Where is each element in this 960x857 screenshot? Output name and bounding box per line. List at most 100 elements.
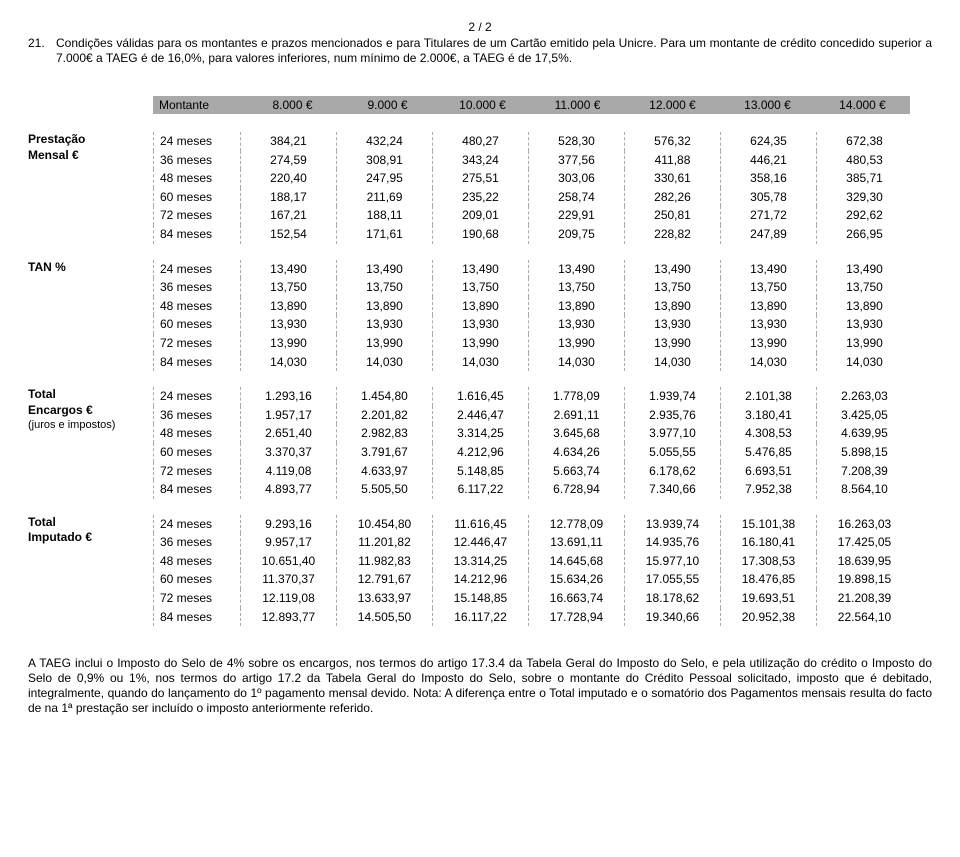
value-cell: 17.728,94 bbox=[528, 608, 624, 627]
table-row: 60 meses11.370,3712.791,6714.212,9615.63… bbox=[153, 570, 932, 589]
value-cell: 13,750 bbox=[624, 278, 720, 297]
value-cell: 235,22 bbox=[432, 188, 528, 207]
value-cell: 13,890 bbox=[240, 297, 336, 316]
header-label: Montante bbox=[153, 96, 245, 114]
period-cell: 84 meses bbox=[153, 608, 240, 627]
value-cell: 2.691,11 bbox=[528, 406, 624, 425]
value-cell: 10.454,80 bbox=[336, 515, 432, 534]
value-cell: 14,030 bbox=[528, 353, 624, 372]
value-cell: 14.935,76 bbox=[624, 533, 720, 552]
value-cell: 3.314,25 bbox=[432, 424, 528, 443]
value-cell: 13,750 bbox=[816, 278, 912, 297]
period-cell: 84 meses bbox=[153, 353, 240, 372]
section-label: TAN % bbox=[28, 260, 153, 372]
value-cell: 528,30 bbox=[528, 132, 624, 151]
value-cell: 220,40 bbox=[240, 169, 336, 188]
table-row: 48 meses10.651,4011.982,8313.314,2514.64… bbox=[153, 552, 932, 571]
value-cell: 7.952,38 bbox=[720, 480, 816, 499]
montante-header: 9.000 € bbox=[340, 96, 435, 114]
value-cell: 3.425,05 bbox=[816, 406, 912, 425]
value-cell: 13,490 bbox=[528, 260, 624, 279]
value-cell: 15.634,26 bbox=[528, 570, 624, 589]
table-row: 60 meses188,17211,69235,22258,74282,2630… bbox=[153, 188, 932, 207]
period-cell: 60 meses bbox=[153, 570, 240, 589]
value-cell: 152,54 bbox=[240, 225, 336, 244]
value-cell: 13,490 bbox=[240, 260, 336, 279]
value-cell: 13,490 bbox=[336, 260, 432, 279]
value-cell: 2.101,38 bbox=[720, 387, 816, 406]
value-cell: 13,990 bbox=[336, 334, 432, 353]
value-cell: 12.778,09 bbox=[528, 515, 624, 534]
table-row: 84 meses152,54171,61190,68209,75228,8224… bbox=[153, 225, 932, 244]
value-cell: 11.370,37 bbox=[240, 570, 336, 589]
table-row: 48 meses2.651,402.982,833.314,253.645,68… bbox=[153, 424, 932, 443]
value-cell: 3.645,68 bbox=[528, 424, 624, 443]
value-cell: 13,990 bbox=[624, 334, 720, 353]
table-row: 36 meses274,59308,91343,24377,56411,8844… bbox=[153, 151, 932, 170]
table-row: 84 meses4.893,775.505,506.117,226.728,94… bbox=[153, 480, 932, 499]
table-row: 60 meses13,93013,93013,93013,93013,93013… bbox=[153, 315, 932, 334]
period-cell: 72 meses bbox=[153, 589, 240, 608]
value-cell: 14,030 bbox=[240, 353, 336, 372]
value-cell: 411,88 bbox=[624, 151, 720, 170]
value-cell: 384,21 bbox=[240, 132, 336, 151]
value-cell: 19.898,15 bbox=[816, 570, 912, 589]
table-row: 84 meses14,03014,03014,03014,03014,03014… bbox=[153, 353, 932, 372]
period-cell: 60 meses bbox=[153, 188, 240, 207]
period-cell: 24 meses bbox=[153, 515, 240, 534]
value-cell: 14,030 bbox=[720, 353, 816, 372]
period-cell: 60 meses bbox=[153, 443, 240, 462]
period-cell: 60 meses bbox=[153, 315, 240, 334]
value-cell: 13,750 bbox=[720, 278, 816, 297]
value-cell: 305,78 bbox=[720, 188, 816, 207]
value-cell: 2.446,47 bbox=[432, 406, 528, 425]
value-cell: 13,990 bbox=[816, 334, 912, 353]
value-cell: 1.939,74 bbox=[624, 387, 720, 406]
value-cell: 672,38 bbox=[816, 132, 912, 151]
period-cell: 36 meses bbox=[153, 406, 240, 425]
value-cell: 292,62 bbox=[816, 206, 912, 225]
value-cell: 266,95 bbox=[816, 225, 912, 244]
value-cell: 16.180,41 bbox=[720, 533, 816, 552]
value-cell: 13,930 bbox=[816, 315, 912, 334]
table-row: 48 meses220,40247,95275,51303,06330,6135… bbox=[153, 169, 932, 188]
value-cell: 13,890 bbox=[336, 297, 432, 316]
data-section: TotalEncargos €(juros e impostos)24 mese… bbox=[28, 387, 932, 499]
value-cell: 13,990 bbox=[240, 334, 336, 353]
intro-text: Condições válidas para os montantes e pr… bbox=[56, 36, 932, 66]
value-cell: 9.293,16 bbox=[240, 515, 336, 534]
value-cell: 4.119,08 bbox=[240, 462, 336, 481]
value-cell: 274,59 bbox=[240, 151, 336, 170]
value-cell: 576,32 bbox=[624, 132, 720, 151]
value-cell: 13,890 bbox=[624, 297, 720, 316]
value-cell: 13,490 bbox=[816, 260, 912, 279]
montante-header: 12.000 € bbox=[625, 96, 720, 114]
period-cell: 84 meses bbox=[153, 480, 240, 499]
intro-number: 21. bbox=[28, 36, 56, 66]
value-cell: 14,030 bbox=[432, 353, 528, 372]
data-block: 24 meses13,49013,49013,49013,49013,49013… bbox=[153, 260, 932, 372]
period-cell: 36 meses bbox=[153, 533, 240, 552]
value-cell: 5.663,74 bbox=[528, 462, 624, 481]
value-cell: 3.977,10 bbox=[624, 424, 720, 443]
value-cell: 16.117,22 bbox=[432, 608, 528, 627]
value-cell: 3.180,41 bbox=[720, 406, 816, 425]
value-cell: 14.505,50 bbox=[336, 608, 432, 627]
value-cell: 13,750 bbox=[240, 278, 336, 297]
value-cell: 258,74 bbox=[528, 188, 624, 207]
period-cell: 48 meses bbox=[153, 424, 240, 443]
value-cell: 4.639,95 bbox=[816, 424, 912, 443]
value-cell: 1.957,17 bbox=[240, 406, 336, 425]
table-row: 24 meses13,49013,49013,49013,49013,49013… bbox=[153, 260, 932, 279]
value-cell: 14.645,68 bbox=[528, 552, 624, 571]
value-cell: 1.293,16 bbox=[240, 387, 336, 406]
value-cell: 229,91 bbox=[528, 206, 624, 225]
value-cell: 21.208,39 bbox=[816, 589, 912, 608]
period-cell: 36 meses bbox=[153, 151, 240, 170]
value-cell: 2.263,03 bbox=[816, 387, 912, 406]
value-cell: 6.728,94 bbox=[528, 480, 624, 499]
value-cell: 12.893,77 bbox=[240, 608, 336, 627]
value-cell: 13.691,11 bbox=[528, 533, 624, 552]
value-cell: 3.791,67 bbox=[336, 443, 432, 462]
period-cell: 48 meses bbox=[153, 552, 240, 571]
